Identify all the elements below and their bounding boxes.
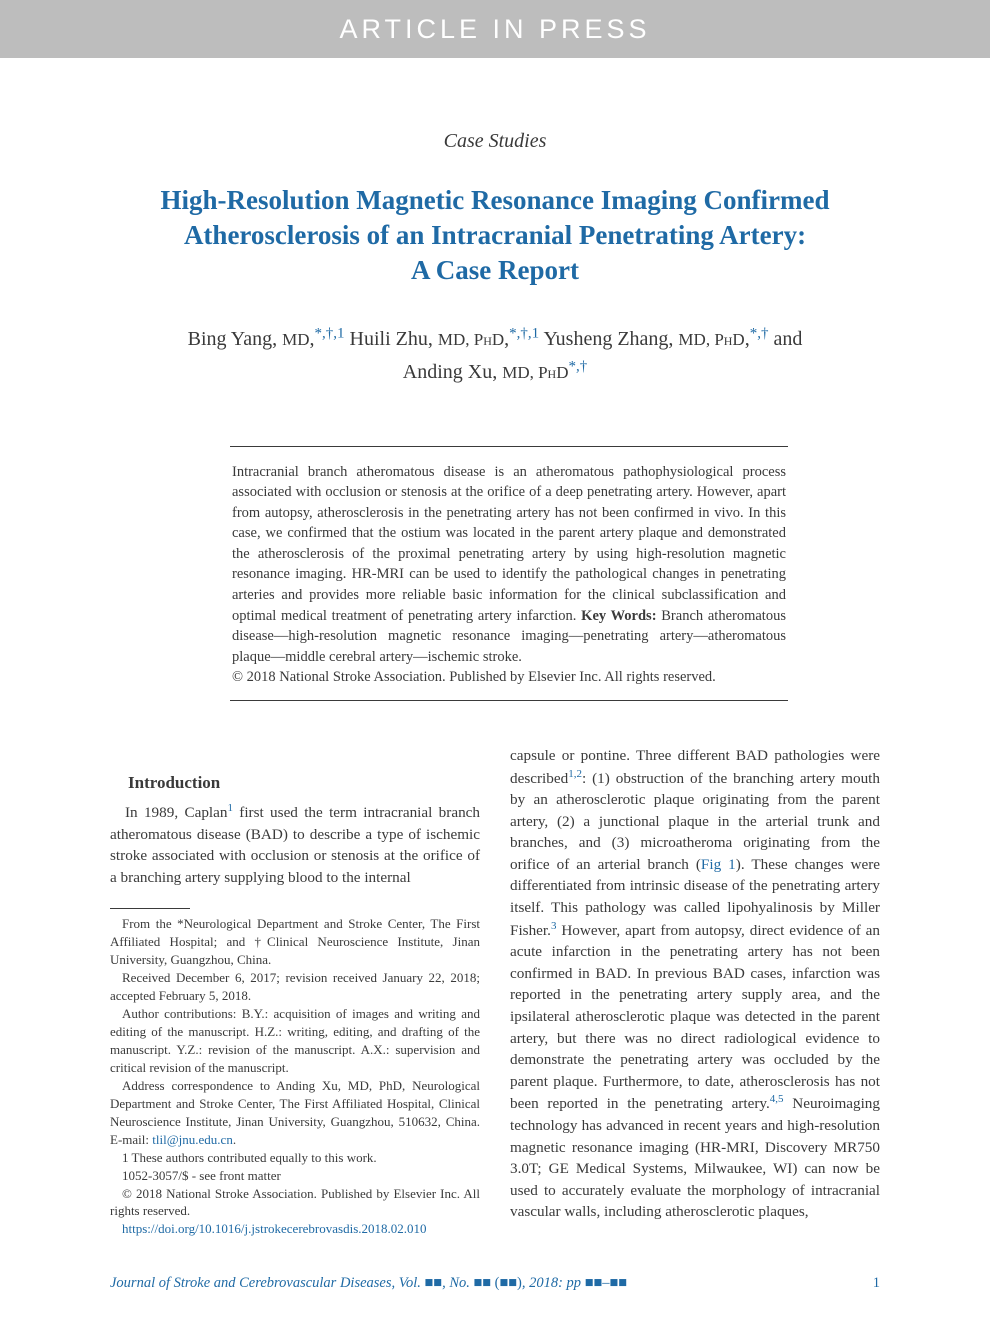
footnote-dates: Received December 6, 2017; revision rece… — [110, 969, 480, 1005]
authors-block: Bing Yang, MD,*,†,1 Huili Zhu, MD, PhD,*… — [110, 322, 880, 387]
no-placeholder: ■■ — [474, 1275, 492, 1291]
left-column: Introduction In 1989, Caplan1 first used… — [110, 745, 480, 1238]
abstract-copyright: © 2018 National Stroke Association. Publ… — [232, 669, 716, 685]
text-run: . — [233, 1132, 236, 1147]
author-degree: MD — [282, 330, 309, 349]
author-name: Anding Xu — [403, 361, 492, 383]
issue-placeholder: (■■) — [491, 1275, 522, 1291]
journal-citation: Journal of Stroke and Cerebrovascular Di… — [110, 1275, 627, 1292]
introduction-heading: Introduction — [128, 771, 480, 795]
journal-footer: Journal of Stroke and Cerebrovascular Di… — [110, 1275, 880, 1292]
footnote-contributions: Author contributions: B.Y.: acquisition … — [110, 1005, 480, 1077]
corresponding-email-link[interactable]: tlil@jnu.edu.cn — [152, 1132, 233, 1147]
article-in-press-banner: ARTICLE IN PRESS — [0, 0, 990, 58]
abstract-box: Intracranial branch atheromatous disease… — [230, 446, 788, 701]
footnote-divider — [110, 908, 190, 909]
author-name: Bing Yang — [188, 328, 272, 350]
author-1: Bing Yang, MD,*,†,1 — [188, 328, 350, 350]
doi-link[interactable]: https://doi.org/10.1016/j.jstrokecerebro… — [122, 1221, 427, 1236]
text-run: , Vol. — [392, 1275, 425, 1291]
affil-mark: *,†,1 — [509, 325, 539, 341]
text-run: Neuroimaging technology has advanced in … — [510, 1095, 880, 1220]
two-column-body: Introduction In 1989, Caplan1 first used… — [110, 743, 880, 1238]
author-name: Huili Zhu — [350, 328, 428, 350]
text-run: , No. — [442, 1275, 473, 1291]
author-3: Yusheng Zhang, MD, PhD,*,† and — [543, 328, 802, 350]
author-2: Huili Zhu, MD, PhD,*,†,1 — [350, 328, 544, 350]
affil-mark: *,†,1 — [315, 325, 345, 341]
title-line-1: High-Resolution Magnetic Resonance Imagi… — [161, 185, 830, 215]
author-degree: MD, PhD — [502, 363, 568, 382]
affil-mark: *,† — [569, 358, 588, 374]
vol-placeholder: ■■ — [425, 1275, 443, 1291]
title-line-3: A Case Report — [411, 255, 579, 285]
section-label: Case Studies — [110, 130, 880, 153]
pages-placeholder: ■■–■■ — [585, 1275, 627, 1291]
page-number: 1 — [873, 1275, 880, 1292]
footnote-affiliation: From the *Neurological Department and St… — [110, 915, 480, 969]
author-degree: MD, PhD — [438, 330, 504, 349]
footnote-correspondence: Address correspondence to Anding Xu, MD,… — [110, 1077, 480, 1149]
right-paragraph: capsule or pontine. Three different BAD … — [510, 745, 880, 1223]
author-name: Yusheng Zhang — [543, 328, 668, 350]
figure-link[interactable]: Fig 1 — [701, 856, 736, 873]
ref-link[interactable]: 4,5 — [770, 1093, 784, 1105]
banner-text: ARTICLE IN PRESS — [339, 14, 650, 45]
right-column: capsule or pontine. Three different BAD … — [510, 745, 880, 1238]
abstract-body: Intracranial branch atheromatous disease… — [232, 464, 786, 624]
text-run: However, apart from autopsy, direct evid… — [510, 922, 880, 1113]
text-run: In 1989, Caplan — [125, 804, 227, 821]
page-content: Case Studies High-Resolution Magnetic Re… — [0, 130, 990, 1238]
ref-link[interactable]: 1,2 — [568, 768, 582, 780]
footnotes-block: From the *Neurological Department and St… — [110, 915, 480, 1238]
text-run: , 2018: pp — [522, 1275, 585, 1291]
author-4: Anding Xu, MD, PhD*,† — [403, 361, 588, 383]
journal-name: Journal of Stroke and Cerebrovascular Di… — [110, 1275, 392, 1291]
footnote-copyright: © 2018 National Stroke Association. Publ… — [110, 1185, 480, 1221]
article-title: High-Resolution Magnetic Resonance Imagi… — [110, 183, 880, 288]
title-line-2: Atherosclerosis of an Intracranial Penet… — [184, 220, 806, 250]
footnote-price: 1052-3057/$ - see front matter — [110, 1167, 480, 1185]
author-degree: MD, PhD — [678, 330, 744, 349]
footnote-equal-contribution: 1 These authors contributed equally to t… — [110, 1149, 480, 1167]
affil-mark: *,† — [750, 325, 769, 341]
keywords-label: Key Words: — [581, 608, 656, 624]
intro-paragraph: In 1989, Caplan1 first used the term int… — [110, 801, 480, 888]
author-sep: and — [768, 328, 802, 350]
